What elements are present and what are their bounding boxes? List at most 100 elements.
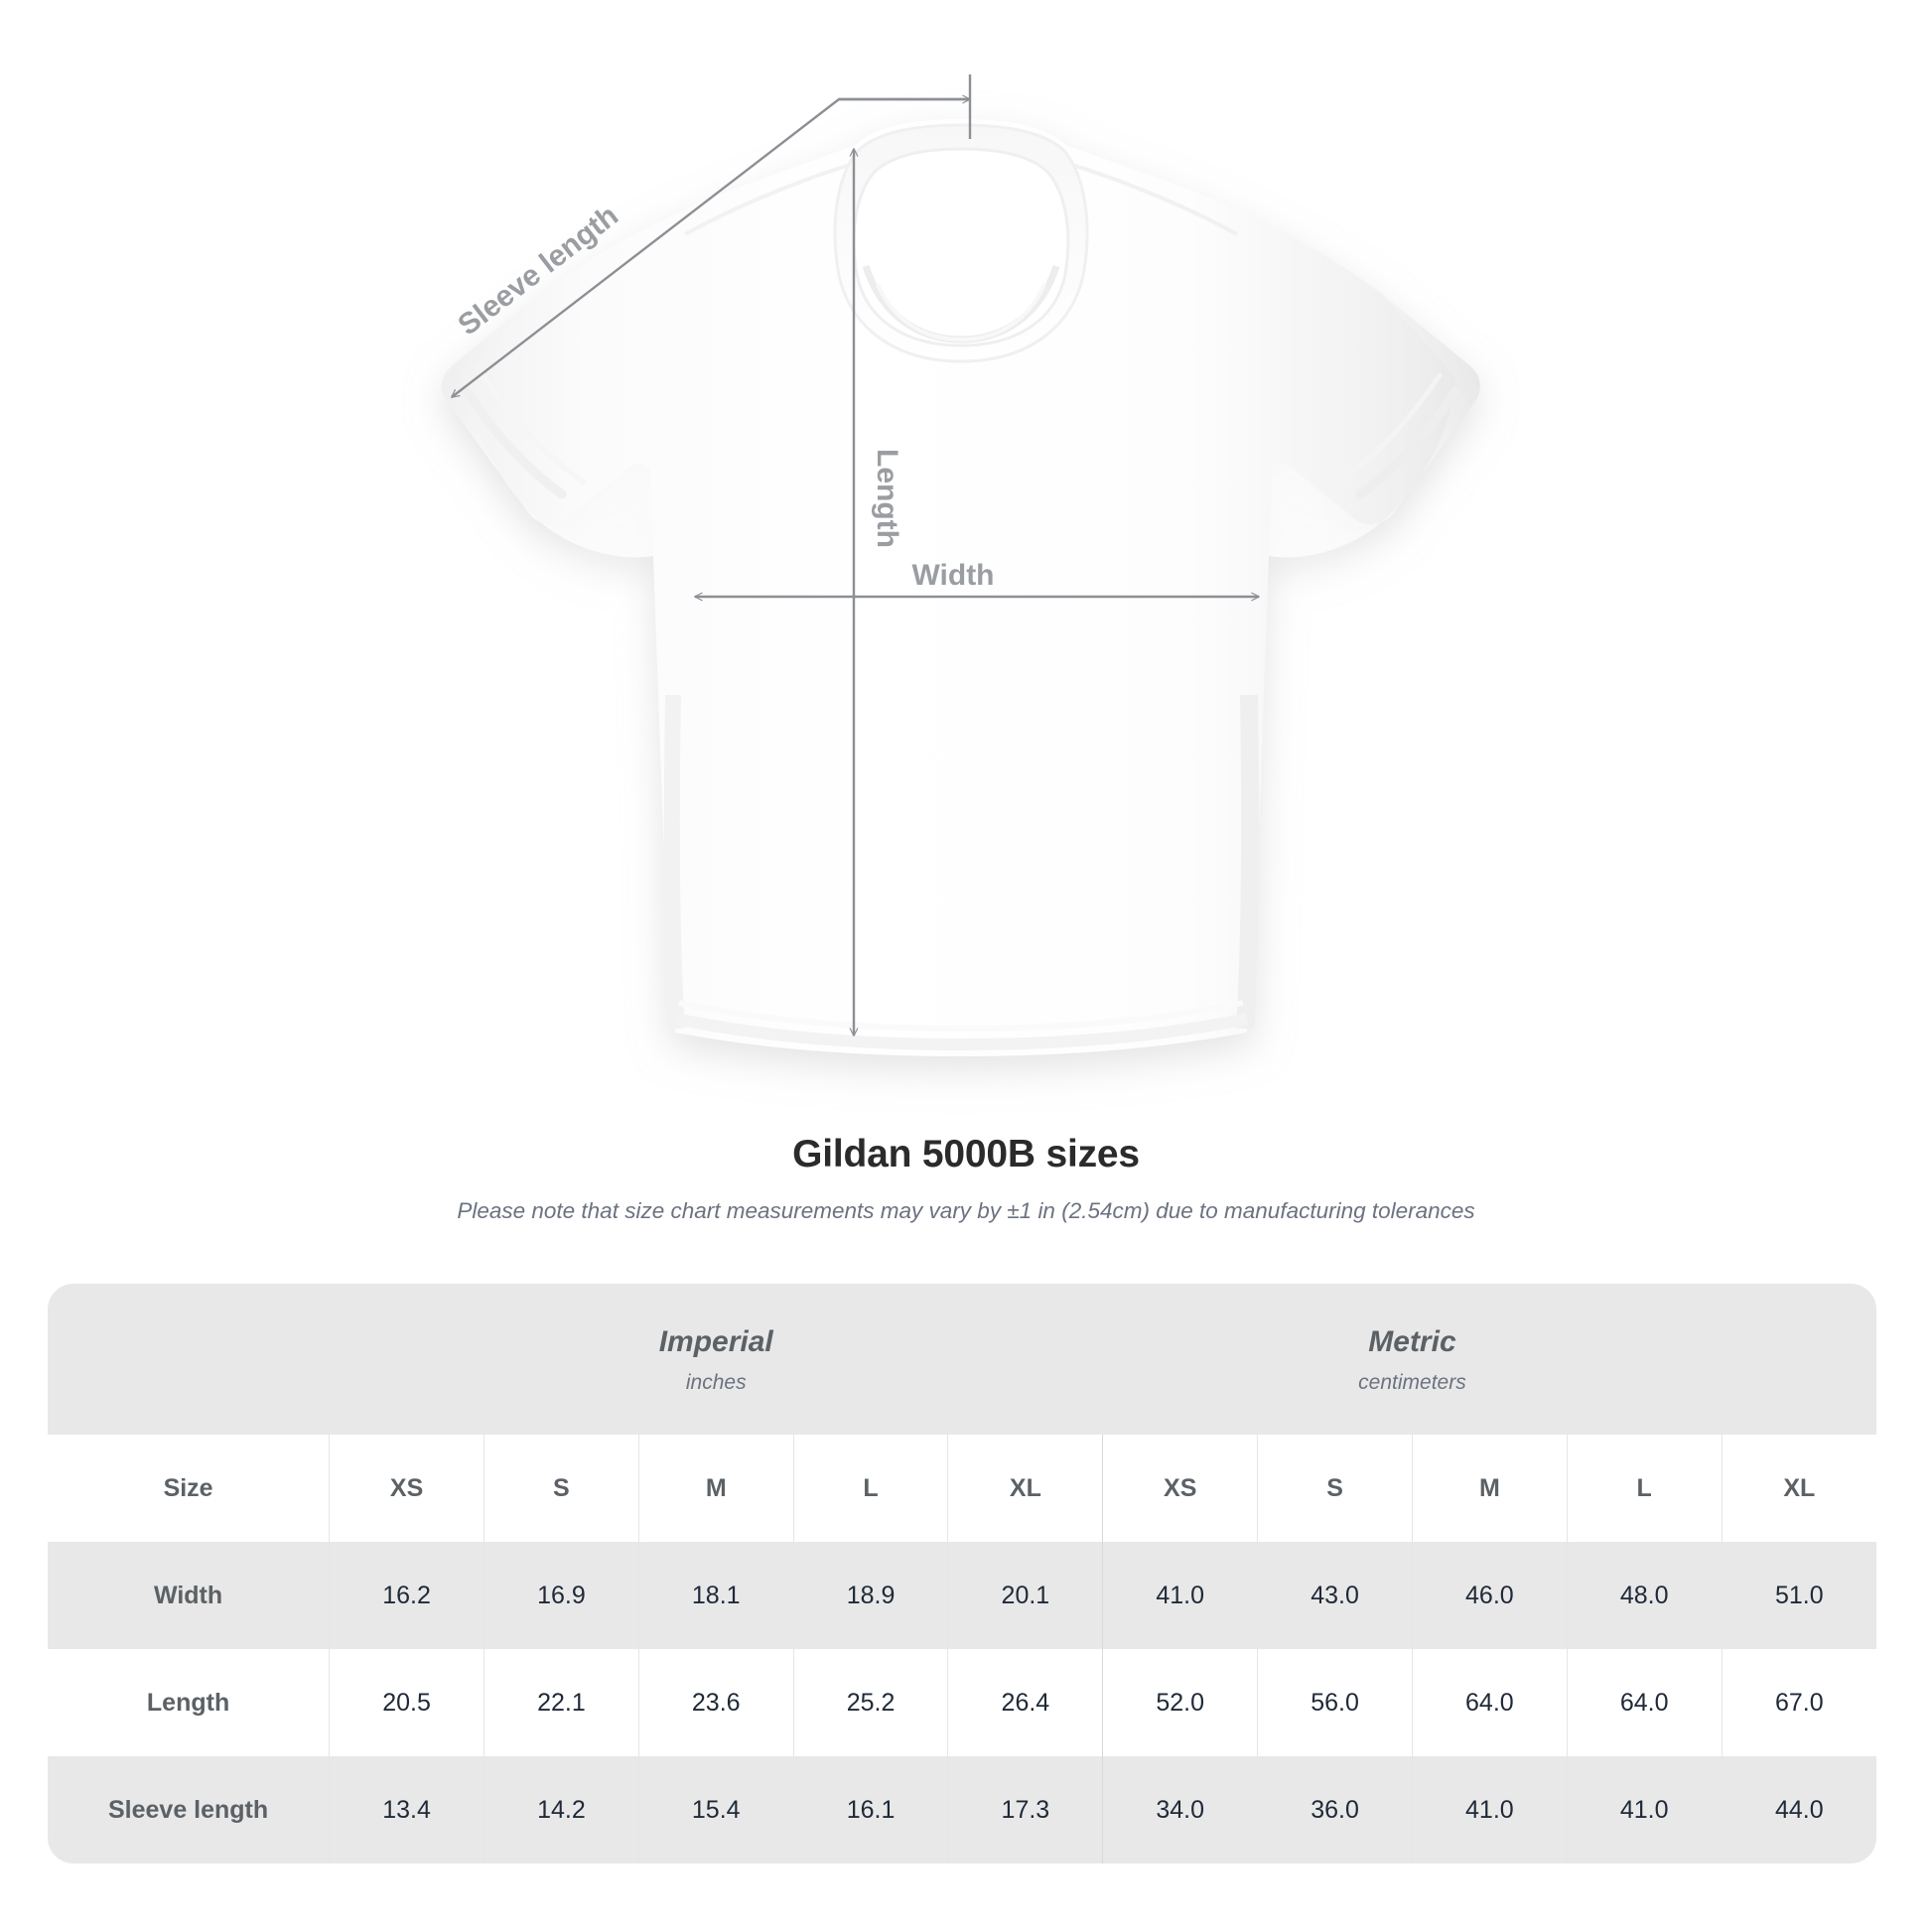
width-label: Width	[911, 559, 994, 592]
col-header-text: XL	[1783, 1473, 1816, 1502]
size-table-container: Imperial inches Metric centimeters Size	[48, 1284, 1876, 1863]
cell-width-metric-m: 46.0	[1411, 1542, 1568, 1649]
cell-width-metric-xl: 51.0	[1721, 1542, 1876, 1649]
cell-length-imperial-m: 23.6	[637, 1649, 794, 1756]
cell-value: 15.4	[691, 1795, 741, 1824]
cell-value: 44.0	[1774, 1795, 1824, 1824]
cell-value: 26.4	[1001, 1688, 1050, 1717]
row-label-text: Width	[153, 1581, 223, 1609]
col-header-text: M	[705, 1473, 727, 1502]
cell-value: 48.0	[1619, 1581, 1669, 1609]
size-label-text: Size	[163, 1473, 213, 1502]
cell-value: 18.9	[846, 1581, 896, 1609]
col-header-text: L	[863, 1473, 879, 1502]
cell-width-imperial-l: 18.9	[792, 1542, 948, 1649]
unit-group-imperial: Imperial inches	[329, 1284, 1103, 1435]
cell-value: 56.0	[1311, 1688, 1359, 1717]
table-row: Length 20.5 22.1 23.6 25.2 26.4 52.0 56.…	[48, 1649, 1876, 1756]
cell-value: 36.0	[1311, 1795, 1359, 1824]
cell-length-metric-m: 64.0	[1411, 1649, 1568, 1756]
cell-value: 13.4	[382, 1795, 431, 1824]
cell-length-metric-xs: 52.0	[1102, 1649, 1258, 1756]
col-header-text: M	[1478, 1473, 1500, 1502]
cell-value: 14.2	[537, 1795, 586, 1824]
col-header-imperial-xs: XS	[329, 1435, 484, 1542]
col-header-imperial-l: L	[792, 1435, 948, 1542]
cell-value: 43.0	[1311, 1581, 1359, 1609]
cell-width-imperial-xl: 20.1	[947, 1542, 1103, 1649]
cell-value: 23.6	[691, 1688, 741, 1717]
cell-value: 34.0	[1156, 1795, 1205, 1824]
row-label-text: Sleeve length	[107, 1795, 269, 1824]
unit-group-imperial-name: Imperial	[658, 1324, 773, 1358]
cell-value: 64.0	[1465, 1688, 1514, 1717]
unit-group-metric-name: Metric	[1368, 1324, 1456, 1358]
cell-width-imperial-m: 18.1	[637, 1542, 794, 1649]
col-header-text: XS	[1164, 1473, 1197, 1502]
col-header-text: XS	[389, 1473, 424, 1502]
cell-sleeve-imperial-s: 14.2	[483, 1756, 639, 1863]
cell-sleeve-metric-xs: 34.0	[1102, 1756, 1258, 1863]
cell-length-metric-xl: 67.0	[1721, 1649, 1876, 1756]
col-header-metric-xs: XS	[1102, 1435, 1258, 1542]
cell-sleeve-imperial-l: 16.1	[792, 1756, 948, 1863]
cell-value: 46.0	[1465, 1581, 1514, 1609]
size-table: Imperial inches Metric centimeters Size	[48, 1284, 1876, 1863]
cell-sleeve-imperial-xs: 13.4	[329, 1756, 484, 1863]
tshirt-diagram: Sleeve length Length Width	[442, 74, 1480, 1056]
cell-value: 16.1	[846, 1795, 896, 1824]
cell-value: 52.0	[1156, 1688, 1205, 1717]
col-header-metric-l: L	[1566, 1435, 1723, 1542]
cell-value: 51.0	[1774, 1581, 1824, 1609]
cell-value: 41.0	[1619, 1795, 1669, 1824]
cell-length-imperial-xs: 20.5	[329, 1649, 484, 1756]
cell-value: 64.0	[1619, 1688, 1669, 1717]
cell-value: 18.1	[691, 1581, 741, 1609]
tolerance-note: Please note that size chart measurements…	[457, 1197, 1475, 1223]
cell-width-imperial-xs: 16.2	[329, 1542, 484, 1649]
table-row: Sleeve length 13.4 14.2 15.4 16.1 17.3 3…	[48, 1756, 1876, 1863]
title-block: Gildan 5000B sizes Please note that size…	[0, 1132, 1932, 1225]
unit-banner-end-spacer	[1722, 1284, 1876, 1435]
cell-length-imperial-xl: 26.4	[947, 1649, 1103, 1756]
cell-length-metric-l: 64.0	[1566, 1649, 1723, 1756]
unit-banner-row: Imperial inches Metric centimeters	[48, 1284, 1876, 1435]
cell-width-metric-l: 48.0	[1566, 1542, 1723, 1649]
col-header-text: S	[1326, 1473, 1343, 1502]
col-header-text: L	[1636, 1473, 1652, 1502]
cell-sleeve-imperial-xl: 17.3	[947, 1756, 1103, 1863]
cell-value: 16.2	[382, 1581, 431, 1609]
row-label-sleeve-length: Sleeve length	[48, 1756, 330, 1863]
cell-value: 67.0	[1774, 1688, 1824, 1717]
col-header-metric-xl: XL	[1721, 1435, 1876, 1542]
col-header-metric-s: S	[1257, 1435, 1413, 1542]
cell-sleeve-metric-xl: 44.0	[1721, 1756, 1876, 1863]
col-header-text: XL	[1009, 1473, 1041, 1502]
cell-value: 41.0	[1465, 1795, 1514, 1824]
unit-group-metric-unit: centimeters	[1358, 1371, 1466, 1395]
cell-length-imperial-l: 25.2	[792, 1649, 948, 1756]
length-label: Length	[871, 449, 903, 548]
col-header-imperial-m: M	[637, 1435, 794, 1542]
page-title: Gildan 5000B sizes	[792, 1133, 1140, 1175]
cell-value: 20.5	[382, 1688, 431, 1717]
cell-sleeve-imperial-m: 15.4	[637, 1756, 794, 1863]
cell-value: 22.1	[537, 1688, 586, 1717]
unit-group-imperial-unit: inches	[685, 1371, 747, 1395]
col-header-text: S	[553, 1473, 570, 1502]
row-label-width: Width	[48, 1542, 330, 1649]
col-header-metric-m: M	[1411, 1435, 1568, 1542]
table-row: Width 16.2 16.9 18.1 18.9 20.1 41.0 43.0…	[48, 1542, 1876, 1649]
tshirt-illustration	[442, 119, 1480, 1056]
cell-length-metric-s: 56.0	[1257, 1649, 1413, 1756]
size-header-row: Size XS S M L XL XS S	[48, 1435, 1876, 1542]
cell-value: 17.3	[1001, 1795, 1050, 1824]
unit-group-metric: Metric centimeters	[1102, 1284, 1723, 1435]
cell-value: 16.9	[537, 1581, 586, 1609]
cell-value: 25.2	[846, 1688, 896, 1717]
row-label-length: Length	[48, 1649, 330, 1756]
cell-width-metric-s: 43.0	[1257, 1542, 1413, 1649]
cell-length-imperial-s: 22.1	[483, 1649, 639, 1756]
cell-width-metric-xs: 41.0	[1102, 1542, 1258, 1649]
